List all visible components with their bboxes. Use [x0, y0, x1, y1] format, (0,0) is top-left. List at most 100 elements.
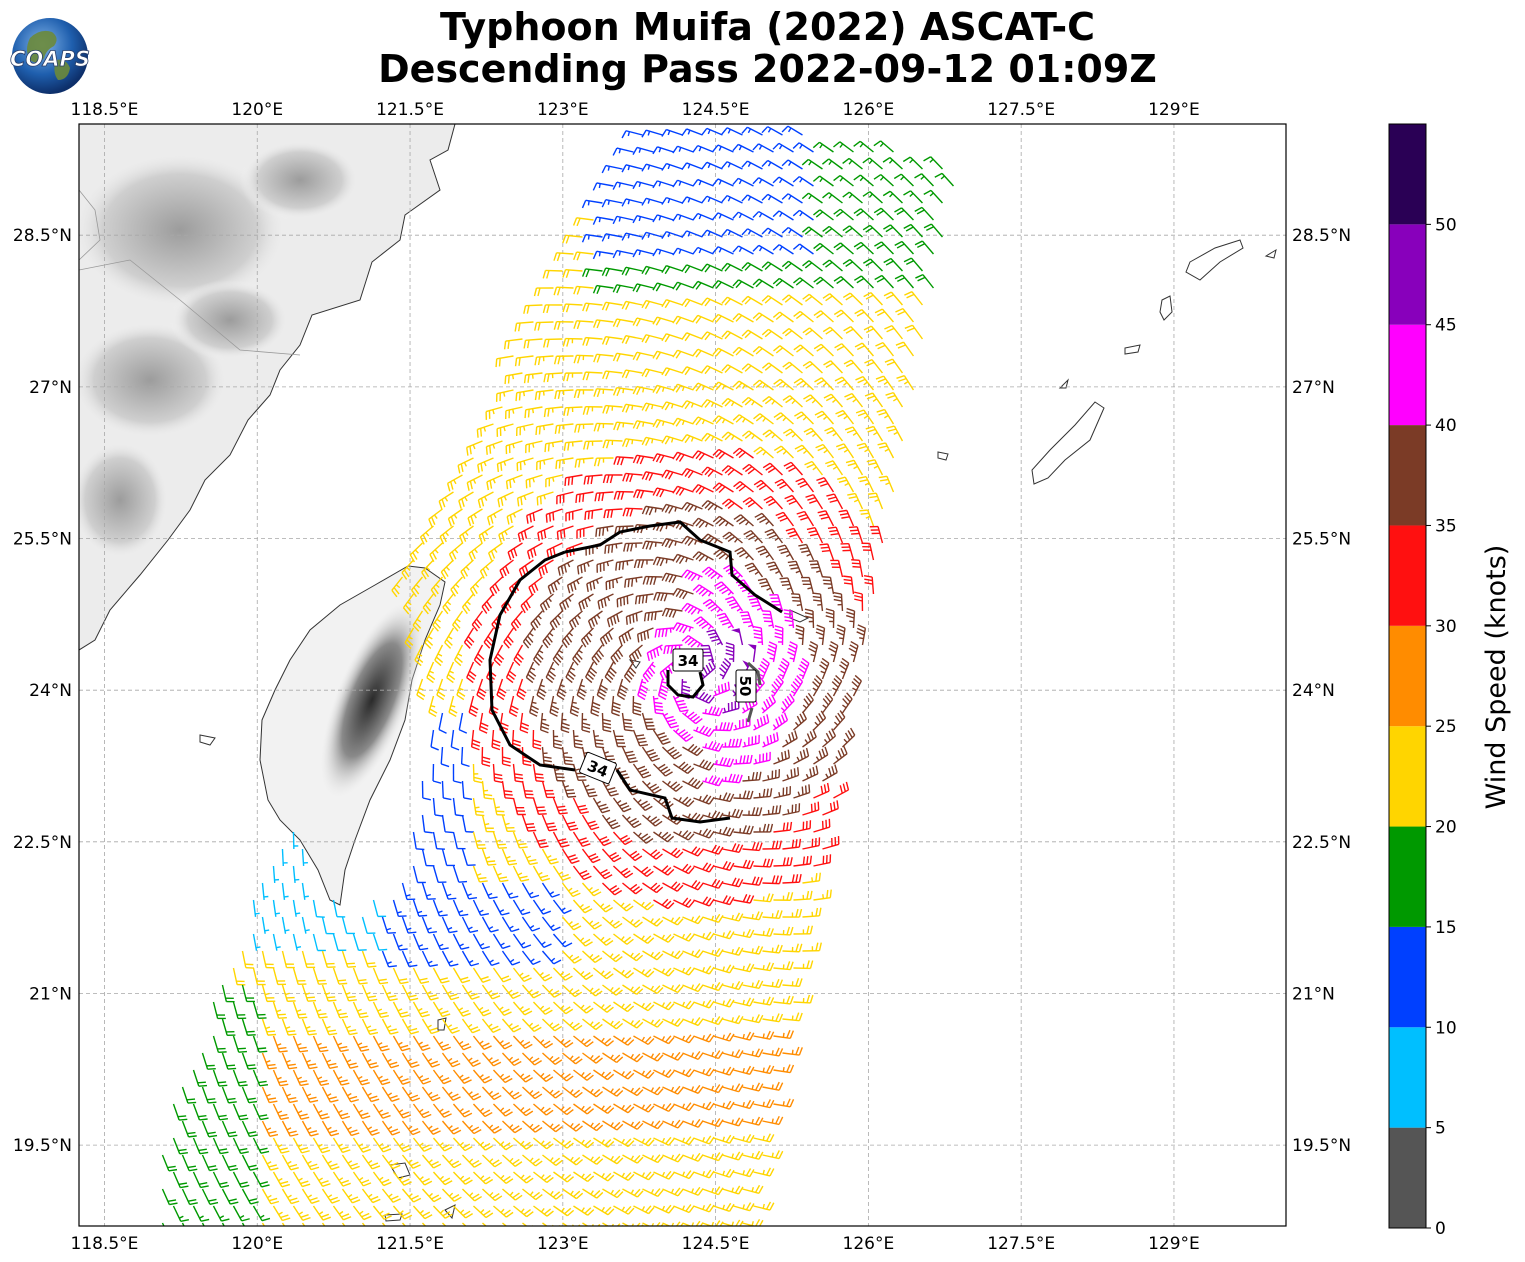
wind-barb — [762, 462, 783, 476]
wind-barb — [633, 1001, 655, 1012]
wind-barb — [732, 245, 754, 255]
wind-barb — [672, 349, 694, 359]
wind-barb — [733, 825, 754, 835]
wind-barb — [632, 180, 654, 190]
wind-barb — [752, 177, 774, 187]
wind-barb — [434, 644, 444, 667]
wind-barb — [501, 950, 521, 966]
colorbar-bin — [1389, 826, 1426, 927]
wind-barb — [773, 1064, 795, 1074]
wind-barb — [498, 525, 514, 543]
wind-barb — [797, 657, 810, 680]
wind-barb — [846, 607, 856, 629]
wind-barb — [693, 691, 715, 704]
wind-barb — [241, 1052, 257, 1070]
wind-barb — [281, 1086, 298, 1104]
wind-barb — [693, 828, 715, 839]
wind-barb — [301, 1120, 319, 1137]
wind-barb — [803, 394, 823, 408]
wind-barb — [761, 126, 783, 136]
colorbar-tick-label: 45 — [1435, 316, 1457, 336]
wind-barb — [501, 882, 519, 899]
wind-barb — [781, 193, 803, 204]
wind-barb — [521, 814, 537, 832]
wind-barb — [281, 848, 288, 867]
wind-barb — [822, 836, 840, 850]
wind-barb — [693, 725, 715, 737]
wind-barb — [692, 212, 714, 221]
wind-barb — [593, 933, 614, 946]
wind-barb — [512, 1035, 533, 1049]
wind-barb — [764, 528, 784, 544]
wind-barb — [192, 1069, 208, 1087]
wind-barb — [281, 1052, 298, 1070]
wind-barb — [560, 712, 570, 734]
wind-barb — [401, 1154, 421, 1169]
wind-barb — [501, 916, 520, 933]
wind-barb — [834, 343, 854, 357]
wind-barb — [801, 158, 823, 170]
wind-barb — [701, 500, 723, 511]
wind-barb — [312, 1035, 329, 1053]
wind-barb — [652, 282, 674, 292]
wind-barb — [642, 814, 663, 827]
wind-barb — [692, 483, 714, 495]
wind-barb — [753, 858, 774, 868]
wind-barb — [432, 865, 447, 884]
wind-barb — [652, 763, 673, 777]
wind-barb — [782, 328, 803, 340]
wind-barb — [633, 899, 655, 911]
wind-barb — [556, 678, 567, 701]
wind-barb — [762, 1081, 784, 1091]
wind-barb — [582, 984, 603, 997]
wind-barb — [292, 1103, 310, 1120]
wind-barb — [742, 841, 763, 852]
lon-label-top: 121.5°E — [376, 100, 444, 120]
wind-barb — [716, 612, 735, 629]
wind-barb — [732, 313, 754, 323]
wind-barb — [181, 1154, 198, 1172]
wind-barb — [232, 1205, 250, 1222]
wind-barb — [753, 751, 771, 765]
wind-barb — [421, 984, 439, 1001]
wind-barb — [652, 316, 674, 326]
wind-barb — [452, 967, 471, 984]
wind-barb — [812, 592, 824, 612]
wind-barb — [856, 624, 867, 646]
wind-barb — [553, 355, 574, 365]
wind-barb — [762, 1150, 784, 1160]
wind-barb — [542, 627, 555, 649]
wind-barb — [682, 777, 704, 790]
wind-barb — [481, 848, 497, 866]
wind-barb — [662, 950, 684, 960]
wind-barb — [501, 1086, 522, 1100]
wind-barb — [743, 529, 763, 544]
wind-barb — [752, 244, 774, 255]
wind-barb — [613, 1103, 635, 1114]
colorbar-tick-label: 5 — [1435, 1119, 1446, 1139]
wind-barb — [681, 230, 703, 239]
wind-barb — [712, 144, 734, 153]
wind-barb — [542, 1154, 563, 1166]
wind-barb — [791, 593, 804, 612]
wind-barb — [642, 661, 656, 683]
wind-barb — [812, 141, 834, 153]
wind-barb — [521, 950, 541, 966]
wind-barb — [733, 481, 754, 493]
wind-barb — [452, 1103, 473, 1118]
colorbar-bin — [1389, 1027, 1426, 1128]
wind-barb — [773, 1029, 795, 1040]
wind-barb — [301, 1188, 320, 1204]
wind-barb — [682, 1220, 704, 1226]
wind-barb — [542, 1188, 563, 1200]
wind-barb — [272, 967, 287, 986]
wind-barb — [221, 1018, 236, 1037]
wind-barb — [429, 542, 443, 563]
wind-barb — [682, 710, 703, 725]
wind-barb — [604, 661, 617, 684]
wind-barb — [452, 1035, 472, 1051]
wind-barb — [813, 854, 832, 867]
wind-barb — [533, 287, 554, 297]
wind-barb — [652, 350, 674, 360]
wind-barb — [742, 771, 762, 782]
